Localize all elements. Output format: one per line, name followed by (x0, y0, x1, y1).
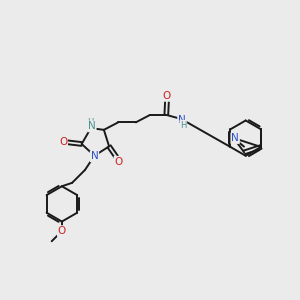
Text: N: N (91, 152, 98, 161)
Text: O: O (115, 157, 123, 167)
Text: N: N (231, 133, 239, 143)
Text: N: N (178, 115, 186, 125)
Text: O: O (59, 136, 67, 147)
Text: N: N (88, 122, 96, 131)
Text: O: O (163, 91, 171, 101)
Text: O: O (58, 226, 66, 236)
Text: H: H (87, 118, 93, 127)
Text: H: H (180, 121, 187, 130)
